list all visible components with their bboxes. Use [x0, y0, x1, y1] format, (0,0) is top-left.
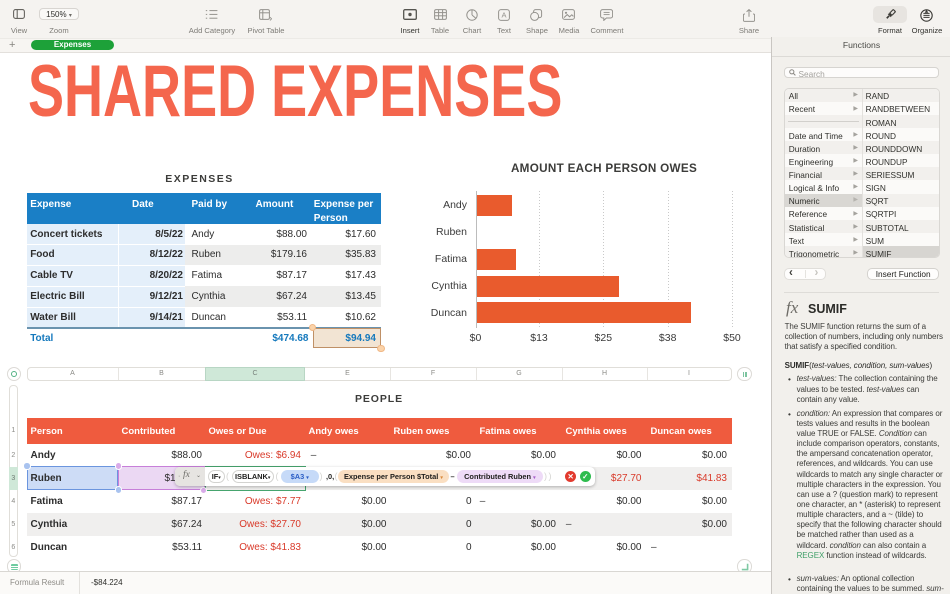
svg-text:A: A — [501, 11, 506, 20]
